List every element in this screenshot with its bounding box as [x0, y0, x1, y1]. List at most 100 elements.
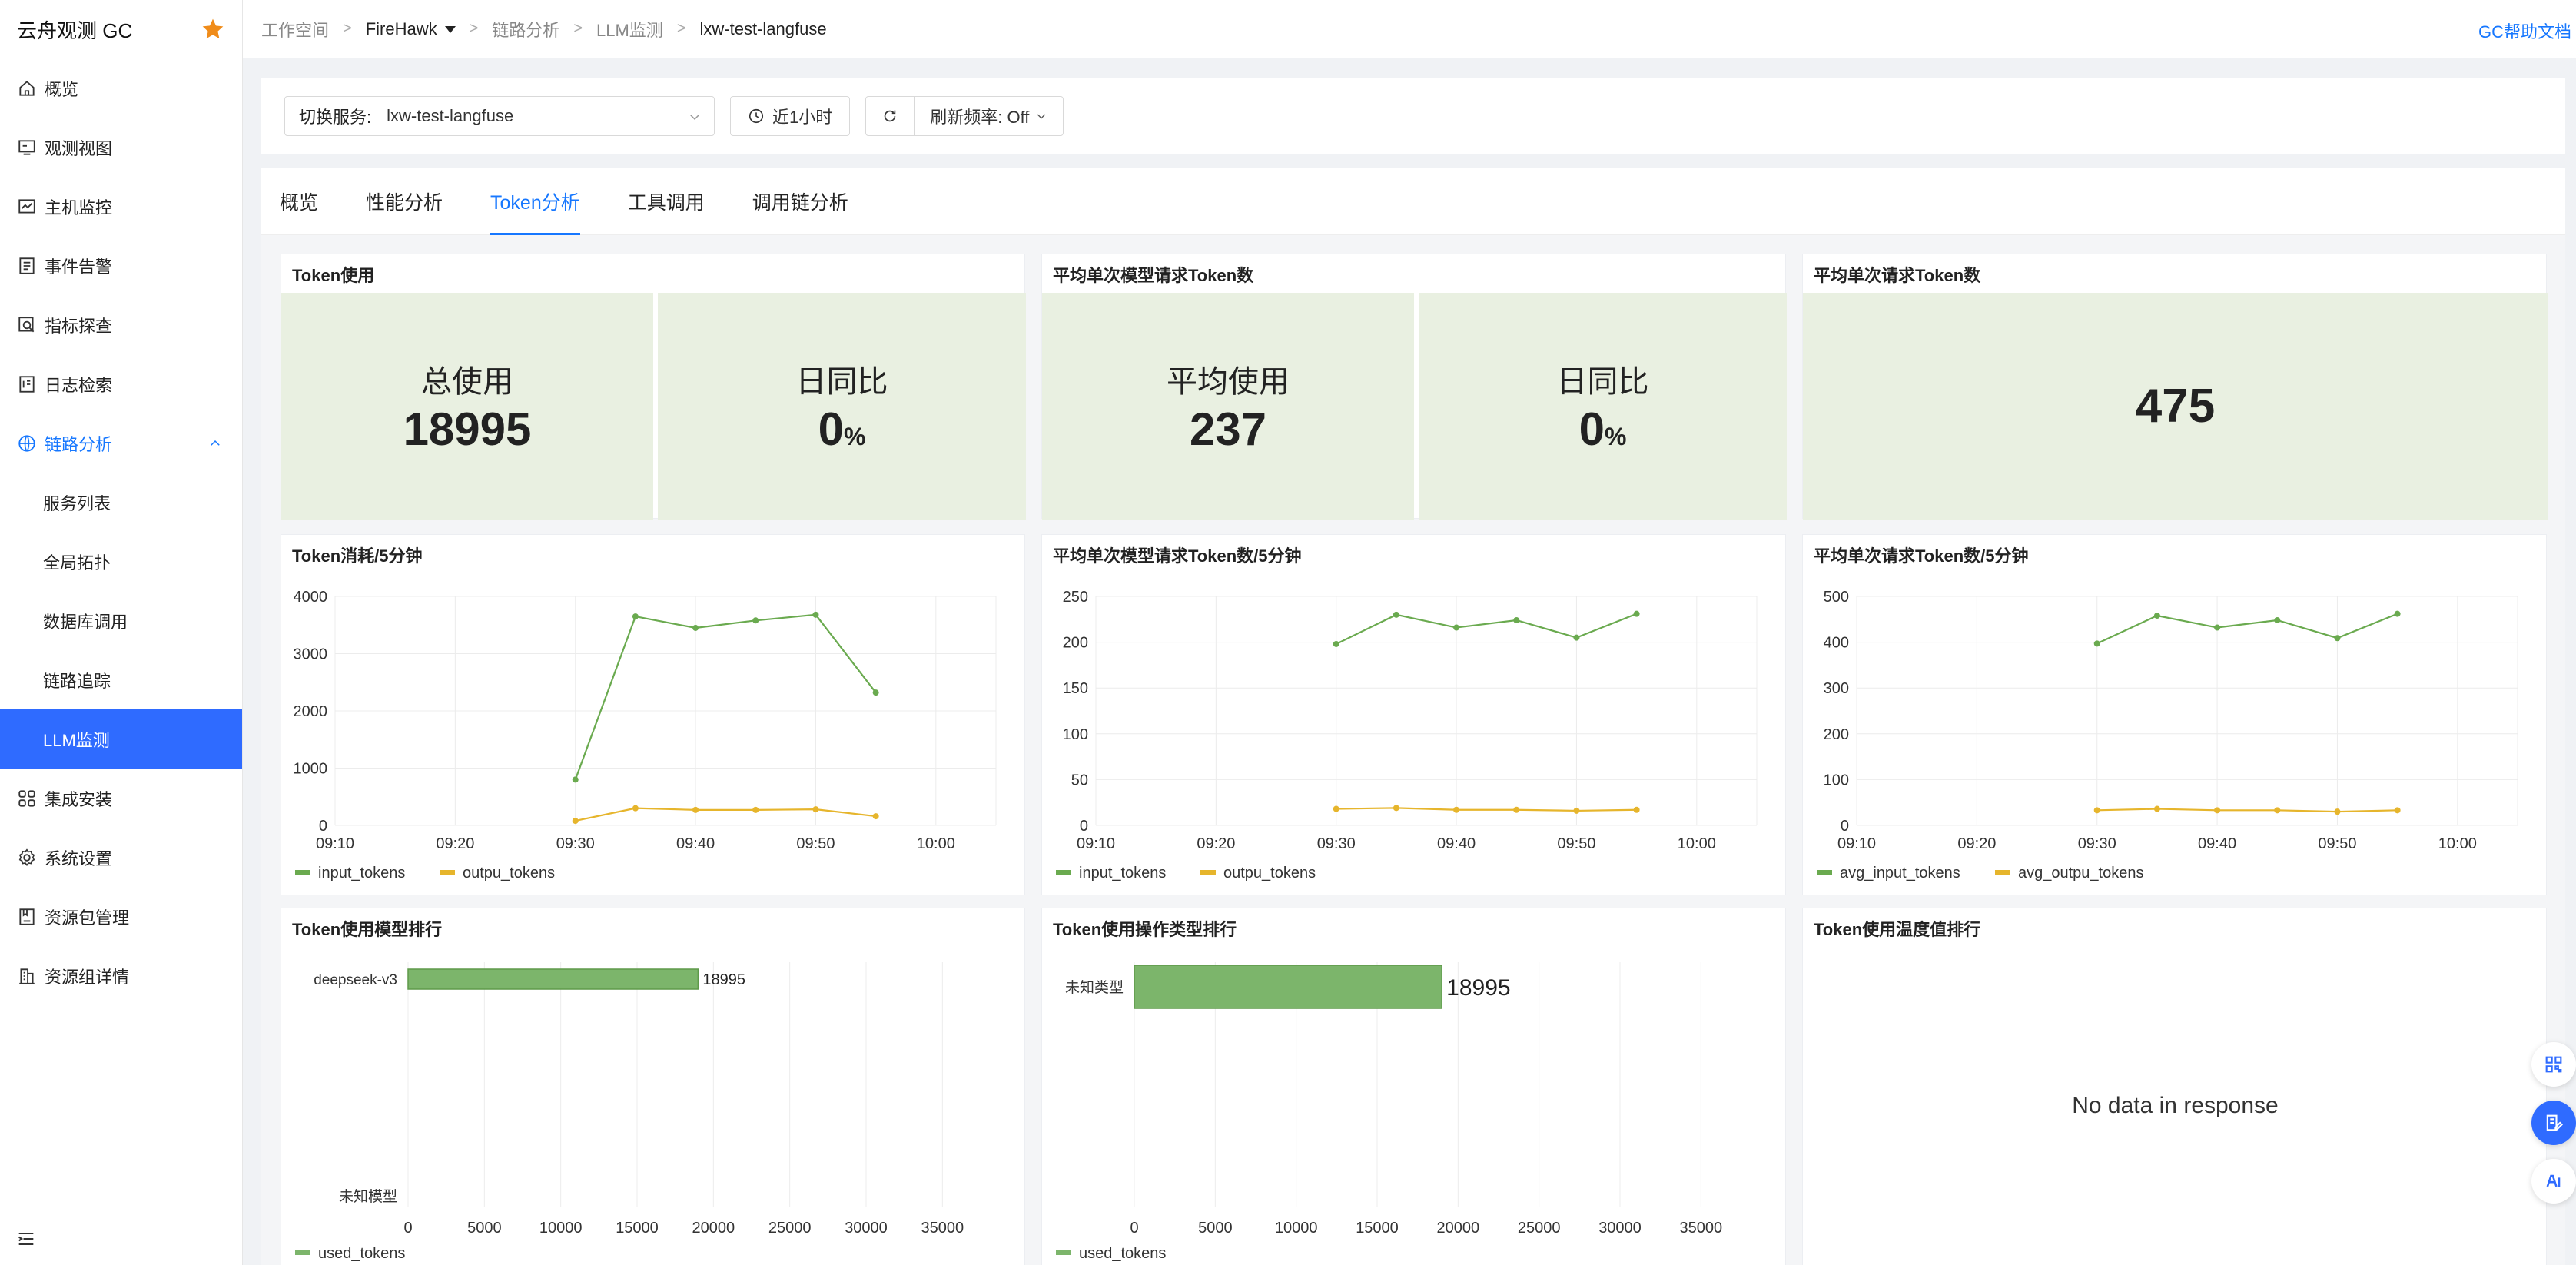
sidebar-item-log[interactable]: 日志检索: [0, 354, 242, 413]
grid-icon: [17, 789, 37, 808]
y-tick-label: 0: [1841, 818, 1849, 835]
x-tick-label: 09:40: [1437, 835, 1476, 852]
sidebar-item-settings[interactable]: 系统设置: [0, 828, 242, 887]
total-usage-stat: 总使用 18995: [281, 293, 653, 520]
data-point: [1453, 806, 1460, 813]
breadcrumb-workspace[interactable]: 工作空间: [261, 20, 330, 40]
service-select[interactable]: 切换服务: lxw-test-langfuse: [284, 96, 715, 136]
sidebar: 云舟观测 GC 概览 观测视图 主机监控 事件告警 指标探查 日志检索 链路分析 服务列表 全局…: [0, 0, 243, 1265]
refresh-button[interactable]: [866, 97, 914, 135]
x-tick-label: 09:30: [1317, 835, 1356, 852]
x-tick-label: 35000: [1680, 1220, 1723, 1237]
tab[interactable]: 性能分析: [366, 191, 443, 214]
sidebar-item-event-list[interactable]: 事件告警: [0, 236, 242, 295]
breadcrumb-project[interactable]: FireHawk: [366, 19, 456, 39]
sidebar-item-label: 系统设置: [45, 848, 113, 868]
stat-label: 平均使用: [1167, 365, 1290, 399]
chevron-down-icon: [1037, 114, 1046, 119]
data-point: [1333, 805, 1339, 812]
bar: [1134, 965, 1442, 1009]
building-icon: [17, 966, 37, 986]
avg-model-token-chart: 0 50 100 150 200 250 09:10 09:20 09:30 09:40 09:50…: [1056, 589, 1758, 882]
data-point: [872, 689, 879, 696]
breadcrumb-separator: >: [343, 20, 352, 37]
token-consume-chart-panel: 0 1000 2000 3000 4000 09:10 09:20 09:30 09:40 09:…: [281, 534, 1025, 895]
avg-dod-stat: 日同比 0%: [1419, 293, 1787, 520]
home-icon: [17, 78, 37, 98]
host-chart-icon: [17, 197, 37, 217]
time-range-label: 近1小时: [772, 108, 833, 127]
legend-label: outpu_tokens: [1223, 865, 1316, 882]
y-tick-label: 100: [1824, 772, 1849, 789]
sidebar-subitem[interactable]: 数据库调用: [43, 612, 128, 632]
tab[interactable]: 调用链分析: [752, 191, 848, 214]
bar-value-label: 18995: [1446, 975, 1510, 1001]
collapse-menu-icon[interactable]: [15, 1228, 37, 1250]
data-point: [1453, 624, 1460, 631]
feedback-float-button[interactable]: [2531, 1101, 2576, 1145]
analysis-tabs: 概览 性能分析 Token分析 工具调用 调用链分析: [261, 168, 2565, 235]
x-tick-label: 09:30: [2078, 835, 2116, 852]
tab[interactable]: 工具调用: [627, 191, 705, 214]
y-tick-label: 4000: [294, 589, 328, 606]
trace-globe-icon: [17, 433, 37, 453]
sidebar-item-package[interactable]: 资源包管理: [0, 887, 242, 946]
refresh-interval-dropdown[interactable]: 刷新频率: Off: [914, 97, 1063, 135]
sidebar-item-building[interactable]: 资源组详情: [0, 946, 242, 1005]
data-point: [1573, 807, 1580, 814]
y-tick-label: 500: [1824, 589, 1849, 606]
sidebar-item-host-chart[interactable]: 主机监控: [0, 177, 242, 236]
stat-unit: %: [843, 423, 866, 450]
sidebar-item-monitor[interactable]: 观测视图: [0, 118, 242, 177]
ai-assistant-float-button[interactable]: [2531, 1159, 2576, 1204]
series-line-avg_outpu_tokens: [2096, 808, 2398, 813]
sidebar-item-label: 主机监控: [45, 198, 113, 217]
sidebar-item-trace-globe[interactable]: 链路分析: [0, 413, 242, 473]
sidebar-subitem[interactable]: 全局拓扑: [43, 553, 111, 573]
category-label: 未知类型: [1065, 979, 1124, 996]
qrcode-icon: [2545, 1056, 2562, 1073]
data-point: [1393, 805, 1399, 812]
breadcrumb-subsection[interactable]: LLM监测: [596, 20, 663, 40]
y-tick-label: 150: [1063, 680, 1088, 697]
stat-label: 日同比: [1556, 365, 1649, 399]
panel-title: 平均单次请求Token数: [1814, 266, 1981, 285]
sidebar-item-grid[interactable]: 集成安装: [0, 769, 242, 828]
x-tick-label: 10:00: [1678, 835, 1716, 852]
token-usage-panel: Token使用 总使用 18995 日同比 0%: [281, 254, 1026, 520]
x-tick-label: 0: [1130, 1220, 1138, 1237]
breadcrumb-section[interactable]: 链路分析: [492, 20, 560, 40]
data-point: [1513, 616, 1520, 623]
data-point: [2394, 610, 2401, 617]
x-tick-label: 35000: [921, 1220, 964, 1237]
data-point: [1633, 806, 1640, 813]
series-line-outpu_tokens: [575, 807, 876, 822]
avg-request-stat: 475: [1803, 293, 2548, 520]
legend-label: outpu_tokens: [463, 865, 555, 882]
sidebar-subitem[interactable]: 服务列表: [43, 493, 111, 513]
qrcode-float-button[interactable]: [2531, 1042, 2576, 1087]
bar: [407, 968, 699, 990]
help-docs-link[interactable]: GC帮助文档: [2478, 22, 2571, 42]
sidebar-subitem[interactable]: LLM监测: [0, 709, 242, 769]
series-line-input_tokens: [1336, 613, 1638, 645]
sidebar-subitem[interactable]: 链路追踪: [43, 671, 111, 691]
stat-value: 237: [1189, 403, 1267, 455]
x-tick-label: 09:50: [1557, 835, 1595, 852]
sidebar-item-home[interactable]: 概览: [0, 58, 242, 118]
panel-title: Token消耗/5分钟: [292, 546, 423, 566]
x-tick-label: 20000: [692, 1220, 735, 1237]
favorite-star-icon[interactable]: [201, 17, 225, 42]
token-consume-chart: 0 1000 2000 3000 4000 09:10 09:20 09:30 09:40 09:…: [294, 589, 997, 882]
x-tick-label: 0: [403, 1220, 412, 1237]
filter-bar: 切换服务: lxw-test-langfuse 近1小时 刷新频率: Off: [261, 78, 2565, 154]
time-range-button[interactable]: 近1小时: [730, 96, 851, 136]
data-point: [632, 613, 639, 620]
stat-label: 总使用: [421, 365, 513, 399]
tab[interactable]: Token分析: [490, 168, 580, 235]
data-point: [2274, 807, 2281, 814]
y-tick-label: 200: [1824, 726, 1849, 743]
sidebar-item-metric-search[interactable]: 指标探查: [0, 295, 242, 354]
y-tick-label: 200: [1063, 635, 1088, 652]
tab[interactable]: 概览: [280, 191, 319, 214]
